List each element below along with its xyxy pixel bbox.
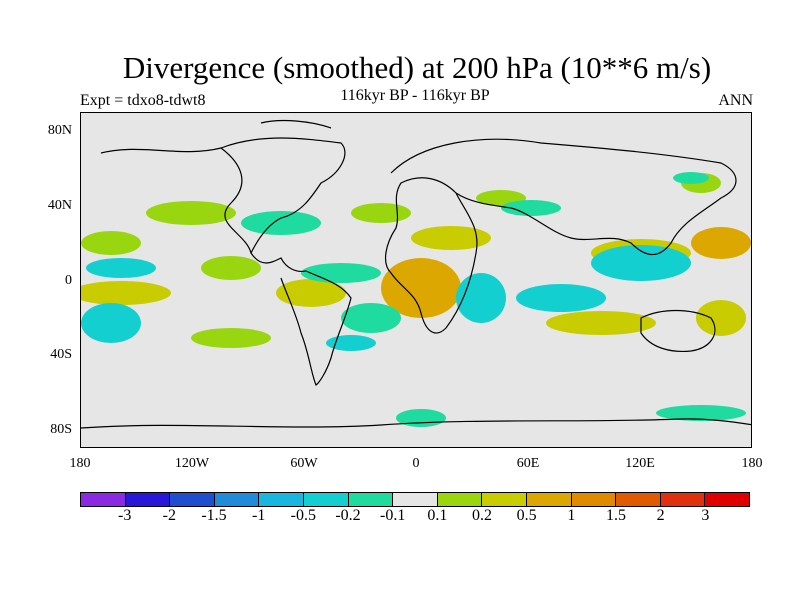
colorbar-cell [81, 493, 126, 506]
season-label: ANN [718, 92, 753, 109]
africa-coast [384, 177, 478, 334]
colorbar [80, 492, 750, 507]
field-patch [673, 172, 709, 184]
field-patch [81, 281, 171, 305]
divergence-map [81, 119, 751, 429]
eurasia-coast [390, 138, 737, 256]
field-patch [696, 300, 746, 336]
x-tick-label: 60E [516, 456, 540, 471]
field-patch [341, 303, 401, 333]
field-patch [656, 405, 746, 421]
colorbar-label: -1 [251, 507, 266, 524]
x-tick-label: 60W [290, 456, 318, 471]
field-patch [191, 328, 271, 348]
north-america-coast [100, 147, 307, 273]
negative-divergence-areas [81, 172, 746, 427]
colorbar-label: 1.5 [606, 507, 626, 524]
y-tick-label: 40N [47, 198, 72, 213]
field-patch [516, 284, 606, 312]
coastlines [81, 119, 751, 429]
field-patch [381, 258, 461, 318]
colorbar-cell [482, 493, 527, 506]
positive-divergence-areas [81, 173, 751, 348]
colorbar-cell [660, 493, 706, 506]
colorbar-label: 0.2 [472, 507, 492, 524]
field-patch [201, 256, 261, 280]
colorbar-cell [170, 493, 215, 506]
field-patch [81, 231, 141, 255]
map-panel [80, 112, 752, 448]
colorbar-label: 0.5 [516, 507, 537, 524]
y-tick-label: 80S [50, 422, 72, 437]
x-tick-label: 180 [69, 456, 91, 471]
field-patch [241, 211, 321, 235]
colorbar-label: -3 [117, 507, 132, 524]
colorbar-cell [303, 493, 349, 506]
field-patch [276, 279, 346, 307]
x-tick-label: 180 [741, 456, 763, 471]
colorbar-cell [214, 493, 260, 506]
y-tick-label: 0 [65, 273, 72, 288]
field-patch [301, 263, 381, 283]
x-tick-label: 120E [625, 456, 655, 471]
colorbar-cell [705, 493, 749, 506]
australia-coast [640, 309, 716, 353]
field-patch [351, 203, 411, 223]
y-tick-label: 80N [47, 123, 72, 138]
colorbar-label: 1 [567, 507, 576, 524]
field-patch [396, 409, 446, 427]
field-patch [146, 201, 236, 225]
colorbar-label: 2 [656, 507, 665, 524]
field-patch [501, 200, 561, 216]
x-tick-label: 0 [412, 456, 420, 471]
field-patch [81, 303, 141, 343]
field-patch [546, 311, 656, 335]
colorbar-label: -0.5 [290, 507, 316, 524]
north-america-east-coast [220, 137, 346, 254]
colorbar-cell [526, 493, 572, 506]
plot-subtitle: 116kyr BP - 116kyr BP [340, 87, 490, 104]
south-america-coast [280, 270, 352, 386]
colorbar-cell [125, 493, 171, 506]
antarctica-coast [81, 418, 751, 429]
colorbar-label: 3 [701, 507, 710, 524]
colorbar-label: -1.5 [201, 507, 227, 524]
field-patch [411, 226, 491, 250]
colorbar-cell [393, 493, 438, 506]
plot-title: Divergence (smoothed) at 200 hPa (10**6 … [122, 50, 712, 85]
colorbar-cell [616, 493, 661, 506]
colorbar-label: -0.1 [379, 507, 406, 524]
colorbar-cell [437, 493, 483, 506]
field-patch [691, 227, 751, 259]
colorbar-cell [348, 493, 394, 506]
x-tick-label: 120W [174, 456, 210, 471]
experiment-label: Expt = tdxo8-tdwt8 [80, 92, 206, 109]
greenland-coast [260, 119, 332, 129]
colorbar-cell [571, 493, 617, 506]
colorbar-label: -0.2 [335, 507, 361, 524]
colorbar-label: 0.1 [427, 507, 448, 524]
field-patch [591, 245, 691, 281]
field-patch [326, 335, 376, 351]
y-tick-label: 40S [50, 347, 72, 362]
field-patch [86, 258, 156, 278]
colorbar-label: -2 [162, 507, 176, 524]
colorbar-cell [259, 493, 304, 506]
